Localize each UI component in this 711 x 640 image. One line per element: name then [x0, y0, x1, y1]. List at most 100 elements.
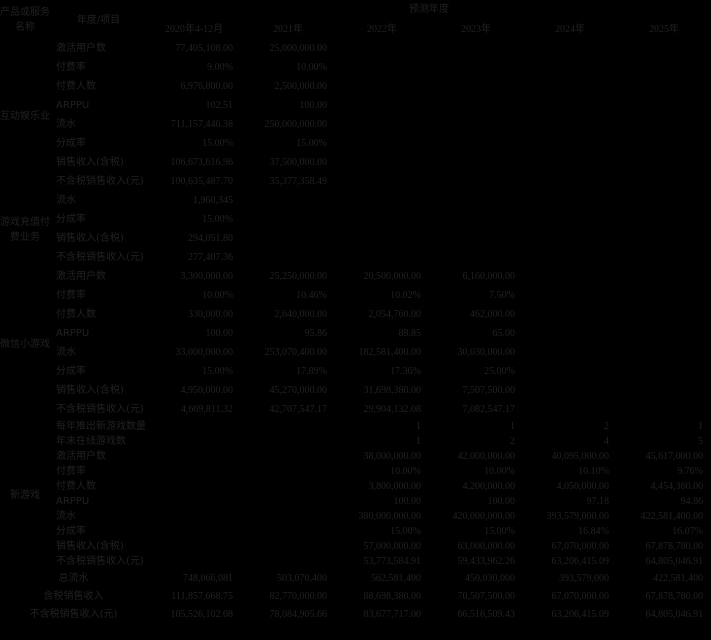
value-cell	[147, 525, 241, 540]
row-item-label: 不含税销售收入(元)	[56, 556, 144, 568]
row-item-label: 激活用户数	[56, 43, 106, 55]
value-cell: 78,084,905.66	[269, 608, 328, 620]
table-row: 游戏充值付费业务 流水 1,960,345	[0, 192, 711, 243]
table-row: ARPPU 102.51 100.00	[0, 97, 711, 116]
row-item-label: 不含税销售收入(元)	[56, 252, 144, 264]
value-cell: 294,051.80	[188, 233, 233, 245]
value-cell: 253,070,400.00	[264, 347, 328, 359]
value-cell	[429, 211, 523, 230]
table-row: 销售收入(含税) 106,673,616.96 37,500,000.00	[0, 154, 711, 173]
value-cell: 33,000,000.00	[175, 347, 234, 359]
header-year-2021: 2021年	[273, 23, 303, 35]
value-cell: 7,082,547.17	[462, 404, 516, 416]
value-cell: 422,581,400	[653, 572, 704, 584]
row-item-label: 销售收入(含税)	[56, 157, 124, 169]
value-cell: 3,300,000.00	[180, 271, 234, 283]
row-item-label: 激活用户数	[56, 451, 106, 463]
value-cell: 45,617,000.00	[645, 451, 704, 463]
value-cell: 25,000,000.00	[269, 43, 328, 55]
value-cell	[147, 540, 241, 555]
value-cell	[241, 211, 335, 230]
value-cell	[335, 249, 429, 268]
table-row: 流水 33,000,000.00 253,070,400.00 182,581,400…	[0, 344, 711, 363]
table-row: 互动娱乐业 激活用户数 77,405,108.00 25,000,000.00	[0, 40, 711, 121]
value-cell	[241, 525, 335, 540]
row-item-label: 销售收入(含税)	[56, 541, 124, 553]
table-row: 分成率 15.00% 17.89% 17.36% 25.00%	[0, 363, 711, 382]
row-item-label: 流水	[56, 347, 76, 359]
value-cell	[335, 116, 429, 135]
value-cell: 462,000.00	[470, 309, 515, 321]
table-row: 流水 380,000,000.00 420,000,000.00 393,579,00…	[0, 510, 711, 525]
value-cell: 31,698,380.00	[363, 385, 422, 397]
row-item-label: ARPPU	[56, 328, 90, 340]
table-row: 年末在线游戏数 1 2 4 5	[0, 435, 711, 450]
value-cell: 393,579,000	[559, 572, 609, 584]
value-cell: 67,878,780.00	[645, 590, 704, 602]
value-cell	[523, 306, 617, 325]
table-row: 微信小游戏 激活用户数 3,300,000.00 25,250,000.00 20,50…	[0, 268, 711, 349]
value-cell: 9.76%	[677, 466, 704, 478]
value-cell	[617, 116, 711, 135]
value-cell: 4,950,000.00	[180, 385, 234, 397]
value-cell: 4	[604, 436, 609, 448]
value-cell	[617, 325, 711, 344]
value-cell: 4,050,000.00	[556, 481, 610, 493]
value-cell	[523, 344, 617, 363]
value-cell: 17.36%	[390, 366, 421, 378]
value-cell: 64,805,046.91	[645, 608, 704, 620]
row-item-label: 分成率	[56, 526, 86, 538]
value-cell	[617, 363, 711, 382]
header-product-col: 产品或服务名称	[0, 7, 50, 33]
value-cell: 10.00%	[390, 466, 421, 478]
value-cell	[335, 230, 429, 249]
value-cell	[523, 78, 617, 97]
total-row: 不含税销售收入(元) 105,526,102.08 78,084,905.66 83,…	[0, 606, 711, 624]
value-cell: 6,976,800.00	[180, 81, 234, 93]
value-cell: 40,095,000.00	[551, 451, 610, 463]
value-cell: 2,500,000.00	[274, 81, 328, 93]
value-cell: 38,000,000.00	[363, 451, 422, 463]
value-cell	[617, 192, 711, 211]
value-cell	[147, 435, 241, 450]
value-cell: 2,054,760.00	[368, 309, 422, 321]
value-cell: 3,800,000.00	[368, 481, 422, 493]
value-cell	[241, 555, 335, 570]
row-item-label: 流水	[56, 511, 76, 523]
value-cell: 102.51	[205, 100, 234, 112]
row-item-label: 分成率	[56, 214, 86, 226]
value-cell	[617, 40, 711, 59]
value-cell: 1	[416, 436, 421, 448]
value-cell: 20,500,000.00	[363, 271, 422, 283]
value-cell: 63,206,415.09	[551, 556, 610, 568]
value-cell	[147, 450, 241, 465]
value-cell: 711,157,446.38	[170, 119, 233, 131]
header-year-2025: 2025年	[649, 23, 680, 35]
value-cell: 105,526,102.08	[170, 608, 234, 620]
value-cell	[147, 465, 241, 480]
value-cell	[523, 135, 617, 154]
value-cell: 182,581,400.00	[358, 347, 422, 359]
value-cell: 1,960,345	[193, 195, 233, 207]
value-cell	[429, 135, 523, 154]
table-row: 激活用户数 38,000,000.00 42,000,000.00 40,095,00…	[0, 450, 711, 465]
value-cell: 45,270,000.00	[269, 385, 328, 397]
value-cell	[241, 435, 335, 450]
value-cell	[617, 230, 711, 249]
table-row: ARPPU 100.00 95.86 88.85 65.00	[0, 325, 711, 344]
value-cell	[241, 420, 335, 435]
value-cell	[523, 382, 617, 401]
value-cell: 17.89%	[296, 366, 327, 378]
value-cell: 15.00%	[202, 214, 233, 226]
value-cell	[147, 510, 241, 525]
value-cell: 748,066,081	[183, 572, 233, 584]
value-cell: 37,500,000.00	[269, 157, 328, 169]
table-row: 不含税销售收入(元) 4,669,811.32 42,707,547.17 29,90…	[0, 401, 711, 420]
value-cell	[617, 287, 711, 306]
value-cell	[241, 465, 335, 480]
value-cell	[335, 192, 429, 211]
value-cell: 6,160,000.00	[462, 271, 516, 283]
value-cell: 25.00%	[484, 366, 515, 378]
value-cell: 15.00%	[202, 366, 233, 378]
value-cell	[523, 287, 617, 306]
